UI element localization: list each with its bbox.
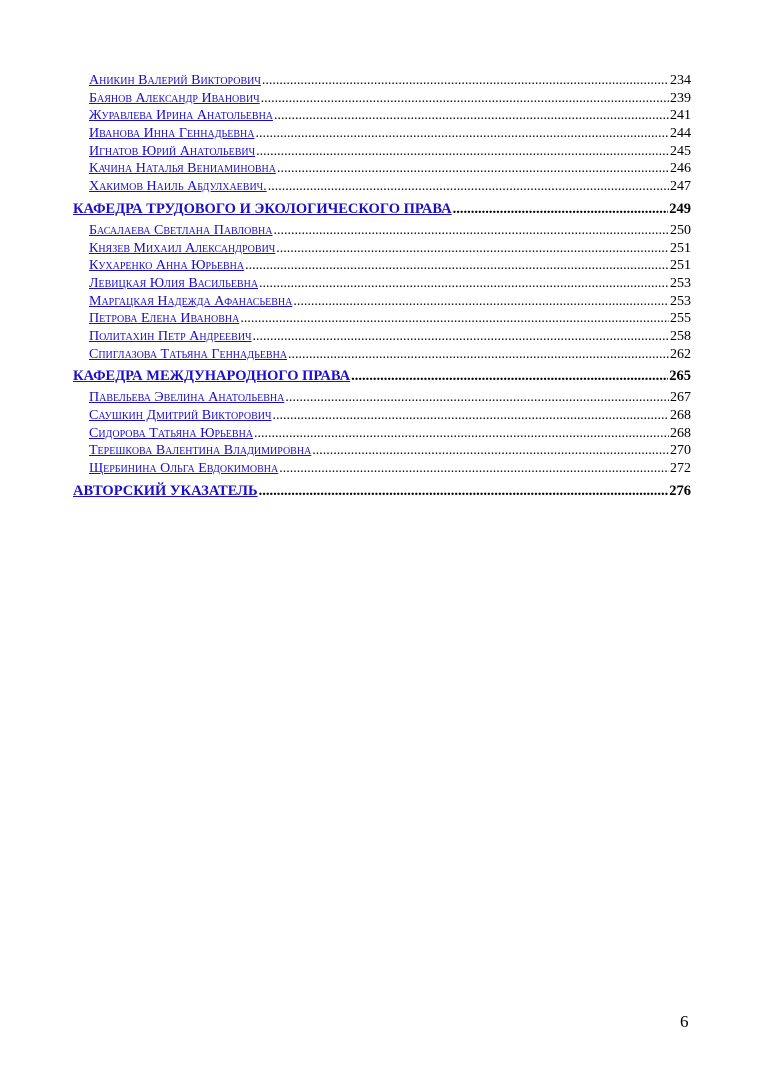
toc-link[interactable]: Щербинина Ольга Евдокимовна: [89, 461, 279, 477]
toc-link[interactable]: Баянов Александр Иванович: [89, 90, 260, 106]
toc-link[interactable]: Сидорова Татьяна Юрьевна: [89, 425, 254, 441]
toc-entry[interactable]: Саушкин Дмитрий Викторович 268: [73, 407, 691, 425]
toc-page-number: 276: [669, 482, 691, 499]
dot-leader: [274, 107, 669, 125]
toc-page-number: 241: [670, 108, 691, 124]
toc-link[interactable]: Политахин Петр Андреевич: [89, 328, 252, 344]
toc-entry[interactable]: Сидорова Татьяна Юрьевна 268: [73, 425, 691, 443]
toc-page-number: 249: [669, 200, 691, 217]
toc-link[interactable]: Журавлева Ирина Анатольевна: [89, 108, 274, 124]
toc-entry[interactable]: Политахин Петр Андреевич 258: [73, 328, 691, 346]
dot-leader: [256, 125, 669, 143]
toc-page-number: 265: [669, 368, 691, 385]
toc-entry[interactable]: Щербинина Ольга Евдокимовна 272: [73, 460, 691, 478]
toc-page-number: 255: [670, 311, 691, 327]
page-number: 6: [680, 1012, 689, 1031]
toc-link[interactable]: Басалаева Светлана Павловна: [89, 222, 273, 238]
dot-leader: [288, 346, 669, 364]
toc-entry[interactable]: Качина Наталья Вениаминовна 246: [73, 160, 691, 178]
toc-page-number: 268: [670, 408, 691, 423]
toc-link[interactable]: Иванова Инна Геннадьевна: [89, 126, 255, 142]
toc-entry[interactable]: Хакимов Наиль Абдулхаевич. 247: [73, 178, 691, 196]
dot-leader: [245, 257, 669, 275]
toc-link[interactable]: Аникин Валерий Викторович: [89, 73, 261, 88]
dot-leader: [268, 178, 669, 196]
dot-leader: [285, 389, 669, 407]
toc-link[interactable]: АВТОРСКИЙ УКАЗАТЕЛЬ: [73, 482, 258, 499]
toc-page-number: 258: [670, 328, 691, 344]
toc-page-number: 245: [670, 143, 691, 159]
dot-leader: [261, 90, 669, 108]
dot-leader: [253, 328, 669, 346]
dot-leader: [277, 160, 669, 178]
toc-entry[interactable]: Маргацкая Надежда Афанасьевна 253: [73, 293, 691, 311]
toc-link[interactable]: Хакимов Наиль Абдулхаевич.: [89, 179, 267, 195]
table-of-contents: Аникин Валерий Викторович 234 Баянов Алекс…: [73, 72, 691, 504]
dot-leader: [351, 363, 668, 389]
toc-entry[interactable]: Иванова Инна Геннадьевна 244: [73, 125, 691, 143]
toc-link[interactable]: КАФЕДРА МЕЖДУНАРОДНОГО ПРАВА: [73, 368, 351, 385]
toc-link[interactable]: Саушкин Дмитрий Викторович: [89, 408, 272, 423]
toc-entry[interactable]: Спиглазова Татьяна Геннадьевна 262: [73, 346, 691, 364]
toc-section-heading[interactable]: КАФЕДРА ТРУДОВОГО И ЭКОЛОГИЧЕСКОГО ПРАВА…: [73, 196, 691, 222]
dot-leader: [453, 196, 669, 222]
toc-link[interactable]: КАФЕДРА ТРУДОВОГО И ЭКОЛОГИЧЕСКОГО ПРАВА: [73, 200, 452, 217]
dot-leader: [240, 310, 669, 328]
toc-link[interactable]: Терешкова Валентина Владимировна: [89, 443, 312, 459]
toc-link[interactable]: Маргацкая Надежда Афанасьевна: [89, 293, 293, 309]
dot-leader: [279, 460, 669, 478]
toc-page-number: 247: [670, 179, 691, 195]
toc-entry[interactable]: Левицкая Юлия Васильевна 253: [73, 275, 691, 293]
toc-entry[interactable]: Басалаева Светлана Павловна 250: [73, 222, 691, 240]
toc-entry[interactable]: Кухаренко Анна Юрьевна 251: [73, 257, 691, 275]
dot-leader: [276, 240, 669, 258]
toc-entry[interactable]: Журавлева Ирина Анатольевна 241: [73, 107, 691, 125]
toc-entry[interactable]: Баянов Александр Иванович 239: [73, 90, 691, 108]
toc-link[interactable]: Спиглазова Татьяна Геннадьевна: [89, 346, 288, 362]
toc-link[interactable]: Петрова Елена Ивановна: [89, 311, 240, 327]
toc-page-number: 234: [670, 73, 691, 88]
toc-link[interactable]: Кухаренко Анна Юрьевна: [89, 258, 245, 274]
toc-page-number: 270: [670, 443, 691, 459]
toc-link[interactable]: Игнатов Юрий Анатольевич: [89, 143, 256, 159]
dot-leader: [259, 275, 669, 293]
toc-page-number: 239: [670, 90, 691, 106]
dot-leader: [272, 407, 669, 425]
toc-entry[interactable]: Князев Михаил Александрович 251: [73, 240, 691, 258]
toc-page-number: 262: [670, 346, 691, 362]
dot-leader: [262, 72, 669, 90]
dot-leader: [312, 442, 669, 460]
toc-page-number: 246: [670, 161, 691, 177]
toc-page-number: 253: [670, 293, 691, 309]
toc-page-number: 244: [670, 126, 691, 142]
toc-page-number: 251: [670, 258, 691, 274]
dot-leader: [256, 143, 669, 161]
toc-page-number: 253: [670, 275, 691, 291]
dot-leader: [293, 293, 669, 311]
toc-link[interactable]: Князев Михаил Александрович: [89, 240, 276, 256]
toc-link[interactable]: Павельева Эвелина Анатольевна: [89, 390, 285, 406]
dot-leader: [273, 222, 669, 240]
toc-section-heading[interactable]: АВТОРСКИЙ УКАЗАТЕЛЬ 276: [73, 478, 691, 504]
toc-entry[interactable]: Павельева Эвелина Анатольевна 267: [73, 389, 691, 407]
toc-page-number: 272: [670, 461, 691, 477]
toc-page-number: 267: [670, 390, 691, 406]
toc-page-number: 268: [670, 425, 691, 441]
toc-page-number: 250: [670, 222, 691, 238]
toc-link[interactable]: Левицкая Юлия Васильевна: [89, 275, 259, 291]
toc-section-heading[interactable]: КАФЕДРА МЕЖДУНАРОДНОГО ПРАВА 265: [73, 363, 691, 389]
dot-leader: [259, 478, 669, 504]
toc-entry[interactable]: Игнатов Юрий Анатольевич 245: [73, 143, 691, 161]
toc-entry[interactable]: Петрова Елена Ивановна 255: [73, 310, 691, 328]
toc-entry[interactable]: Аникин Валерий Викторович 234: [73, 72, 691, 90]
toc-page-number: 251: [670, 240, 691, 256]
dot-leader: [254, 425, 669, 443]
toc-entry[interactable]: Терешкова Валентина Владимировна 270: [73, 442, 691, 460]
toc-link[interactable]: Качина Наталья Вениаминовна: [89, 161, 276, 177]
